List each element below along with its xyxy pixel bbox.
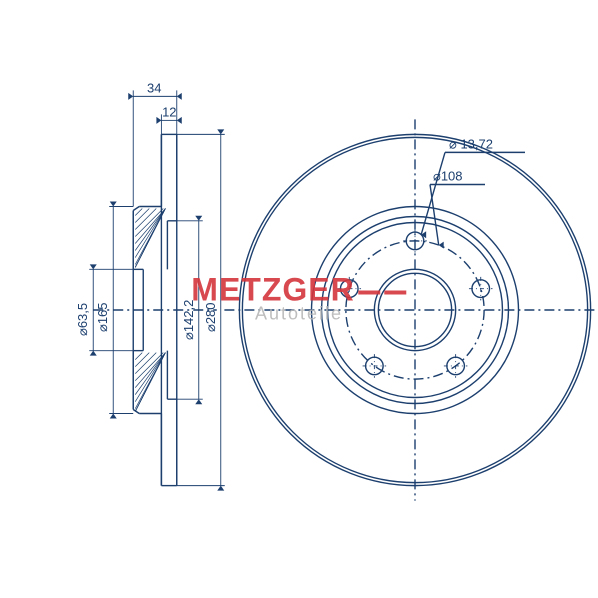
svg-text:⌀280: ⌀280 bbox=[203, 302, 218, 332]
svg-text:⌀142,2: ⌀142,2 bbox=[181, 300, 196, 340]
svg-text:⌀63,5: ⌀63,5 bbox=[75, 303, 90, 336]
svg-text:12: 12 bbox=[162, 104, 176, 119]
svg-text:34: 34 bbox=[147, 80, 161, 95]
svg-text:⌀ 13,72: ⌀ 13,72 bbox=[449, 136, 493, 151]
technical-drawing: ⌀ 13,72 ⌀108 3412 ⌀165 ⌀63,5 ⌀142,2 ⌀280 bbox=[0, 0, 598, 598]
svg-text:⌀108: ⌀108 bbox=[433, 169, 463, 184]
svg-text:⌀165: ⌀165 bbox=[95, 302, 110, 332]
